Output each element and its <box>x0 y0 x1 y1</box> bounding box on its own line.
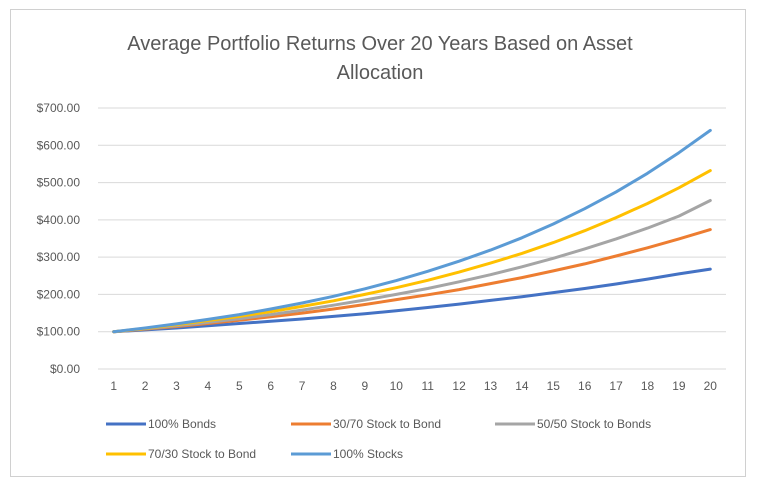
x-tick-label: 12 <box>452 379 466 393</box>
legend-item-1: 100% Bonds <box>106 417 216 431</box>
x-tick-label: 11 <box>421 379 434 393</box>
chart-title-line-2: Allocation <box>337 62 424 84</box>
series-line-5 <box>112 128 712 334</box>
x-tick-label: 13 <box>484 379 498 393</box>
chart-title-line-1: Average Portfolio Returns Over 20 Years … <box>127 33 633 55</box>
y-tick-label: $700.00 <box>37 101 81 115</box>
y-tick-label: $200.00 <box>37 287 81 301</box>
x-tick-label: 10 <box>390 379 404 393</box>
legend-label: 100% Stocks <box>333 447 403 461</box>
y-tick-label: $600.00 <box>37 138 81 152</box>
chart-frame <box>10 9 746 477</box>
x-tick-label: 20 <box>704 379 718 393</box>
legend-item-4: 70/30 Stock to Bond <box>106 447 256 461</box>
y-tick-label: $400.00 <box>37 213 81 227</box>
legend-label: 100% Bonds <box>148 417 216 431</box>
series-line-2 <box>112 228 712 334</box>
series-line-1 <box>112 267 712 334</box>
x-tick-label: 2 <box>142 379 149 393</box>
series-line-3 <box>112 199 712 334</box>
x-axis-tick-labels: 1 2 3 4 5 6 7 8 9 10 11 12 13 14 15 16 17 18 19 20 <box>110 379 717 393</box>
x-tick-label: 6 <box>267 379 274 393</box>
y-tick-label: $500.00 <box>37 176 81 190</box>
x-tick-label: 7 <box>299 379 306 393</box>
x-tick-label: 16 <box>578 379 592 393</box>
y-tick-label: $100.00 <box>37 325 81 339</box>
y-tick-label: $0.00 <box>50 362 80 376</box>
x-tick-label: 19 <box>672 379 686 393</box>
x-tick-label: 8 <box>330 379 337 393</box>
legend-label: 30/70 Stock to Bond <box>333 417 441 431</box>
x-tick-label: 14 <box>515 379 529 393</box>
y-tick-label: $300.00 <box>37 250 81 264</box>
legend: 100% Bonds 30/70 Stock to Bond 50/50 Stock… <box>106 417 651 461</box>
x-tick-label: 15 <box>547 379 561 393</box>
chart-title: Average Portfolio Returns Over 20 Years … <box>127 33 633 84</box>
legend-item-3: 50/50 Stock to Bonds <box>495 417 651 431</box>
x-tick-label: 18 <box>641 379 655 393</box>
legend-item-2: 30/70 Stock to Bond <box>291 417 441 431</box>
legend-label: 70/30 Stock to Bond <box>148 447 256 461</box>
x-tick-label: 3 <box>173 379 180 393</box>
x-tick-label: 4 <box>205 379 212 393</box>
series-lines <box>112 128 712 334</box>
x-tick-label: 17 <box>609 379 623 393</box>
gridlines <box>98 107 726 370</box>
series-line-4 <box>112 169 712 334</box>
x-tick-label: 1 <box>110 379 117 393</box>
legend-item-5: 100% Stocks <box>291 447 403 461</box>
x-tick-label: 5 <box>236 379 243 393</box>
y-axis-tick-labels: $0.00 $100.00 $200.00 $300.00 $400.00 $500.00… <box>37 101 81 376</box>
legend-label: 50/50 Stock to Bonds <box>537 417 651 431</box>
x-tick-label: 9 <box>362 379 369 393</box>
